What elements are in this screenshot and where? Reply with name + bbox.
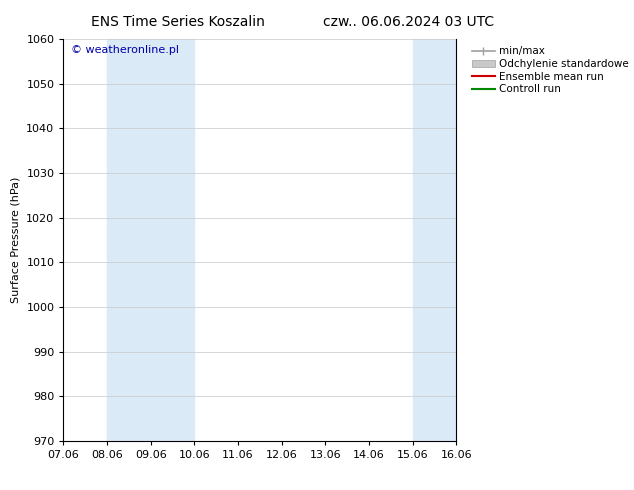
Text: ENS Time Series Koszalin: ENS Time Series Koszalin [91,15,264,29]
Text: czw.. 06.06.2024 03 UTC: czw.. 06.06.2024 03 UTC [323,15,495,29]
Bar [107,39,195,441]
Legend: min/max, Odchylenie standardowe, Ensemble mean run, Controll run: min/max, Odchylenie standardowe, Ensembl… [470,45,631,97]
Bar [413,39,456,441]
Y-axis label: Surface Pressure (hPa): Surface Pressure (hPa) [11,177,21,303]
Text: © weatheronline.pl: © weatheronline.pl [71,45,179,55]
